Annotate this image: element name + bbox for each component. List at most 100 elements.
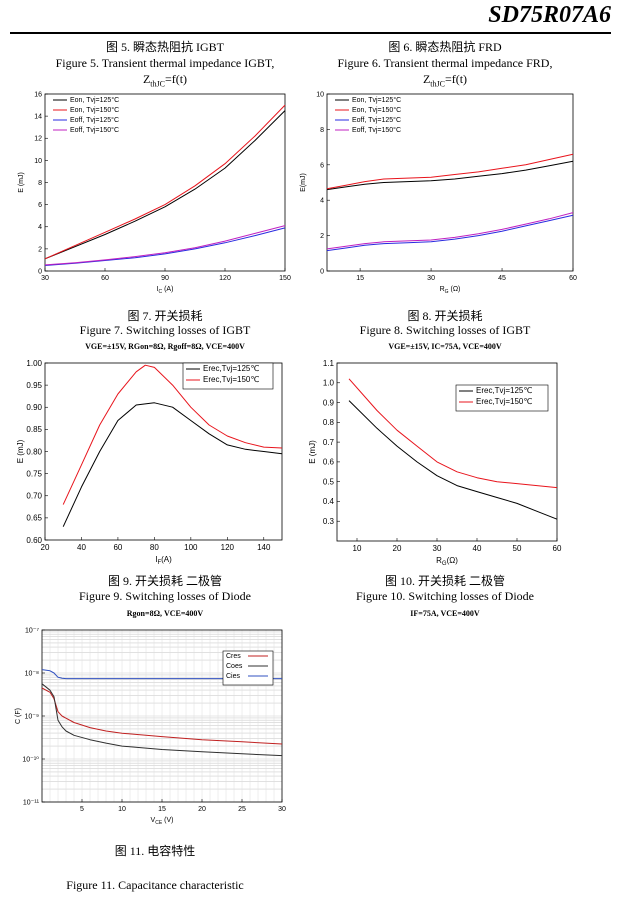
fig10-conditions: IF=75A, VCE=400V [410, 609, 480, 618]
y-tick-label: 10⁻⁸ [25, 670, 39, 677]
fig9-caption-en: Figure 9. Switching losses of Diode [79, 589, 251, 603]
x-axis-label: IF(A) [155, 555, 172, 566]
plot-frame [336, 362, 558, 542]
y-tick-label: 0.4 [323, 497, 335, 506]
series-line-2 [44, 227, 286, 266]
y-axis-label: E (mJ) [18, 172, 25, 193]
series-line-2 [41, 669, 282, 680]
y-tick-label: 1.1 [323, 359, 335, 368]
legend-label: Erec,Tvj=150℃ [203, 375, 259, 384]
y-tick-label: 0.80 [26, 447, 42, 456]
fig5-caption-cn: 图 5. 瞬态热阻抗 IGBT [106, 40, 224, 54]
x-axis-label: RG (Ω) [440, 286, 461, 295]
chart-capacitance-vs-vce: 5 10 15 20 25 30 10⁻¹¹ 10⁻¹⁰ 10⁻⁹ 10⁻⁸ 10⁻⁷ VCE (V)… [15, 627, 286, 826]
legend-box [182, 362, 274, 390]
y-tick-label: 2 [38, 246, 42, 253]
x-tick-label: 10 [118, 806, 126, 813]
y-axis-label: C (F) [15, 708, 22, 724]
y-tick-label: 10⁻¹⁰ [22, 755, 39, 763]
y-tick-label: 16 [34, 91, 42, 98]
x-tick-label: 60 [569, 275, 577, 282]
legend-label: Eon, Tvj=125°C [352, 96, 401, 104]
series-line-3 [44, 225, 286, 266]
series-line-0 [62, 402, 283, 527]
y-tick-label: 0 [320, 268, 324, 275]
fig11-caption-cn: 图 11. 电容特性 [114, 844, 196, 858]
x-tick-label: 5 [80, 806, 84, 813]
x-tick-label: 120 [221, 543, 235, 552]
y-tick-label: 0.85 [26, 425, 42, 434]
x-tick-label: 60 [553, 544, 562, 553]
x-tick-label: 140 [257, 543, 271, 552]
x-tick-label: 15 [158, 806, 166, 813]
y-tick-label: 0.6 [323, 458, 335, 467]
x-tick-label: 100 [184, 543, 198, 552]
y-tick-label: 8 [320, 127, 324, 134]
plot-frame [44, 362, 283, 541]
y-tick-label: 6 [38, 202, 42, 209]
header-rule [10, 32, 611, 34]
series-line-2 [326, 214, 574, 252]
fig9-conditions: Rgon=8Ω, VCE=400V [126, 609, 204, 618]
plot-frame [326, 93, 574, 272]
legend-label: Coes [226, 663, 243, 670]
y-tick-label: 12 [34, 136, 42, 143]
fig8-caption-en: Figure 8. Switching losses of IGBT [359, 323, 531, 337]
y-tick-label: 0.60 [26, 536, 42, 545]
fig5-caption-en: Figure 5. Transient thermal impedance IG… [55, 56, 275, 70]
x-tick-label: 20 [393, 544, 402, 553]
legend-label: Eon, Tvj=125°C [70, 96, 119, 104]
y-tick-label: 10 [34, 158, 42, 165]
chart-eon-eoff-vs-ic: 30 60 90 120 150 0 2 4 6 8 10 12 14 16 IC (A) E (mJ) Eon… [18, 91, 291, 295]
x-tick-label: 20 [41, 543, 50, 552]
chart-eon-eoff-vs-rg: 15 30 45 60 0 2 4 6 8 10 RG (Ω) E(mJ) Eon, Tvj=125°C… [300, 91, 577, 295]
x-tick-label: 90 [161, 275, 169, 282]
fig5-caption-z: ZthJC=f(t) [142, 72, 188, 89]
x-tick-label: 150 [279, 275, 291, 282]
chart-erec-vs-rg: 10 20 30 40 50 60 0.3 0.4 0.5 0.6 0.7 0.8 0.9 1.0 1.1 R… [308, 359, 562, 567]
fig10-caption-cn: 图 10. 开关损耗 二极管 [384, 574, 505, 588]
series-line-1 [326, 153, 574, 190]
y-tick-label: 0 [38, 268, 42, 275]
y-tick-label: 0.9 [323, 398, 335, 407]
y-axis-label: E(mJ) [300, 173, 307, 192]
legend-label: Eon, Tvj=150°C [70, 106, 119, 114]
series-line-1 [348, 378, 558, 489]
legend-label: Erec,Tvj=125℃ [203, 364, 259, 373]
legend-label: Erec,Tvj=150℃ [476, 397, 532, 406]
x-tick-label: 40 [77, 543, 86, 552]
y-tick-label: 1.0 [323, 379, 335, 388]
fig6-caption-en: Figure 6. Transient thermal impedance FR… [337, 56, 553, 70]
series-line-1 [44, 104, 286, 260]
x-axis-label: IC (A) [157, 286, 174, 295]
x-axis-label: RG(Ω) [436, 556, 458, 567]
legend-label: Eoff, Tvj=150°C [70, 126, 119, 134]
legend-label: Eoff, Tvj=125°C [352, 116, 401, 124]
series-line-1 [41, 683, 283, 757]
legend-label: Cies [226, 673, 241, 680]
y-tick-label: 10⁻⁷ [25, 627, 39, 634]
series-line-1 [62, 364, 283, 505]
y-tick-label: 4 [38, 224, 42, 231]
x-tick-label: 120 [219, 275, 231, 282]
x-tick-label: 50 [513, 544, 522, 553]
x-tick-label: 20 [198, 806, 206, 813]
y-tick-label: 0.3 [323, 517, 335, 526]
y-tick-label: 8 [38, 180, 42, 187]
y-tick-label: 4 [320, 198, 324, 205]
x-axis-label: VCE (V) [151, 817, 174, 826]
y-tick-label: 0.90 [26, 403, 42, 412]
x-tick-label: 30 [433, 544, 442, 553]
y-tick-label: 0.95 [26, 381, 42, 390]
series-line-3 [326, 212, 574, 250]
fig7-conditions: VGE=±15V, RGon=8Ω, Rgoff=8Ω, VCE=400V [85, 342, 245, 351]
chart-erec-vs-if: 20 40 60 80 100 120 140 0.60 0.65 0.70 0.75 0.80 0.8… [16, 359, 283, 566]
y-tick-label: 2 [320, 233, 324, 240]
x-tick-label: 40 [473, 544, 482, 553]
y-tick-label: 0.8 [323, 418, 335, 427]
y-tick-label: 0.75 [26, 469, 42, 478]
x-tick-label: 30 [278, 806, 286, 813]
y-tick-label: 10⁻¹¹ [23, 799, 40, 806]
x-tick-label: 60 [113, 543, 122, 552]
y-tick-label: 10⁻⁹ [25, 713, 39, 720]
